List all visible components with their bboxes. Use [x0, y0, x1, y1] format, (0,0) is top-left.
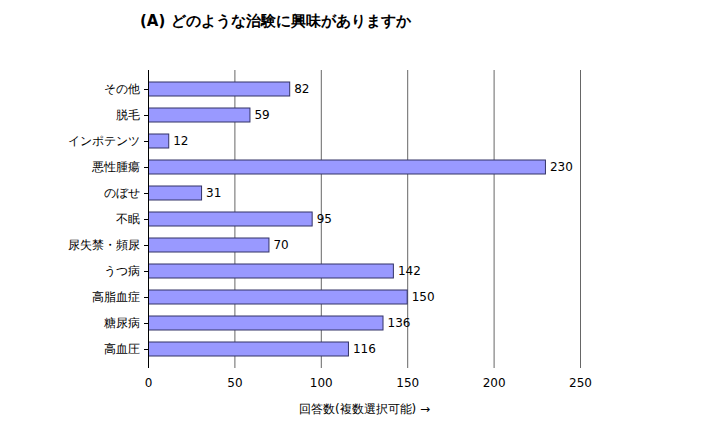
svg-text:82: 82 [294, 82, 309, 96]
svg-text:50: 50 [227, 376, 242, 390]
svg-text:高脂血症: 高脂血症 [92, 290, 140, 304]
svg-text:100: 100 [310, 376, 333, 390]
svg-text:うつ病: うつ病 [104, 264, 140, 278]
svg-text:0: 0 [145, 376, 153, 390]
svg-text:200: 200 [483, 376, 506, 390]
svg-text:脱毛: 脱毛 [116, 108, 140, 122]
svg-text:95: 95 [317, 212, 332, 226]
svg-text:回答数(複数選択可能) →: 回答数(複数選択可能) → [299, 402, 430, 416]
svg-text:59: 59 [254, 108, 269, 122]
svg-text:116: 116 [353, 342, 376, 356]
svg-text:のぼせ: のぼせ [104, 186, 140, 200]
svg-text:230: 230 [550, 160, 573, 174]
svg-text:尿失禁・頻尿: 尿失禁・頻尿 [68, 238, 140, 252]
svg-text:インポテンツ: インポテンツ [68, 134, 140, 148]
svg-text:70: 70 [273, 238, 288, 252]
html-text:(A) どのような治験に興味がありますか: (A) どのような治験に興味がありますか [140, 12, 411, 30]
svg-text:250: 250 [569, 376, 592, 390]
svg-text:142: 142 [398, 264, 421, 278]
svg-text:12: 12 [173, 134, 188, 148]
svg-text:150: 150 [412, 290, 435, 304]
svg-text:糖尿病: 糖尿病 [104, 316, 140, 330]
svg-text:悪性腫瘍: 悪性腫瘍 [91, 160, 140, 174]
svg-text:136: 136 [388, 316, 411, 330]
svg-text:その他: その他 [104, 82, 140, 96]
svg-text:高血圧: 高血圧 [104, 342, 140, 356]
svg-text:150: 150 [396, 376, 419, 390]
svg-text:31: 31 [206, 186, 221, 200]
svg-text:不眠: 不眠 [116, 212, 140, 226]
